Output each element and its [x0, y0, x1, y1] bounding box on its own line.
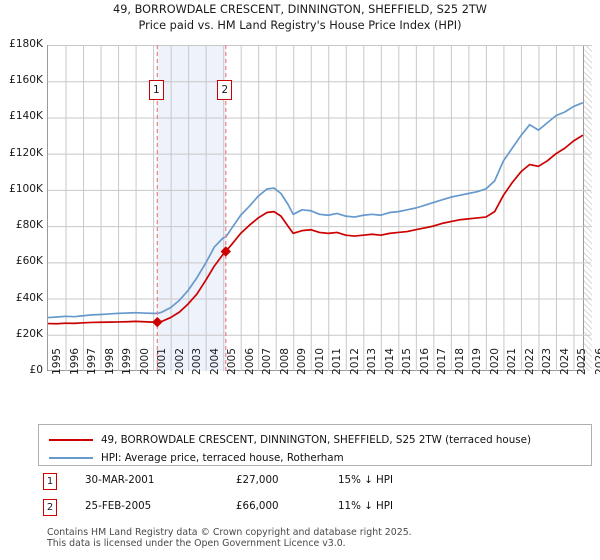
transactions-table: 1 30-MAR-2001 £27,000 15% ↓ HPI 2 25-FEB-2005… — [38, 472, 592, 524]
transaction-price: £27,000 — [236, 474, 279, 486]
transaction-index-badge: 2 — [43, 499, 57, 516]
transaction-index-badge: 1 — [43, 473, 57, 490]
footer-line-1: Contains HM Land Registry data © Crown c… — [47, 527, 412, 538]
chart-plot-area — [47, 45, 592, 371]
footer-line-2: This data is licensed under the Open Gov… — [47, 538, 346, 549]
legend-color-swatch — [49, 438, 93, 441]
y-axis-tick-label: £100K — [9, 182, 43, 195]
transaction-row: 1 30-MAR-2001 £27,000 15% ↓ HPI — [38, 472, 592, 498]
footer-attribution: Contains HM Land Registry data © Crown c… — [47, 527, 587, 549]
y-axis-tick-label: £60K — [15, 255, 43, 268]
y-axis-tick-label: £0 — [29, 364, 43, 376]
y-axis-tick-label: £120K — [9, 146, 43, 159]
chart-series — [48, 102, 584, 325]
title-line-2: Price paid vs. HM Land Registry's House … — [138, 19, 462, 32]
transaction-price: £66,000 — [236, 500, 279, 512]
y-axis-tick-label: £80K — [15, 219, 43, 232]
title-line-1: 49, BORROWDALE CRESCENT, DINNINGTON, SHE… — [113, 3, 487, 16]
y-axis-tick-label: £40K — [15, 291, 43, 304]
transaction-hpi-delta: 11% ↓ HPI — [338, 500, 394, 512]
y-axis-tick-label: £180K — [9, 38, 43, 50]
transaction-hpi-delta: 15% ↓ HPI — [338, 474, 394, 486]
legend-label: HPI: Average price, terraced house, Roth… — [101, 451, 344, 464]
future-period-hatch — [583, 45, 592, 371]
legend-item: HPI: Average price, terraced house, Roth… — [39, 447, 591, 468]
page-title: 49, BORROWDALE CRESCENT, DINNINGTON, SHE… — [0, 2, 600, 34]
legend-label: 49, BORROWDALE CRESCENT, DINNINGTON, SHE… — [101, 433, 531, 446]
legend-color-swatch — [49, 456, 93, 459]
transaction-date: 25-FEB-2005 — [85, 500, 152, 512]
transaction-row: 2 25-FEB-2005 £66,000 11% ↓ HPI — [38, 498, 592, 524]
transaction-date: 30-MAR-2001 — [85, 474, 155, 486]
chart-gridlines — [48, 45, 591, 371]
y-axis-tick-label: £160K — [9, 74, 43, 87]
marker-flag-2: 2 — [217, 80, 233, 101]
y-axis-tick-label: £140K — [9, 110, 43, 123]
ownership-highlight-band — [157, 45, 226, 371]
x-axis-tick-label: 2026 — [594, 348, 600, 375]
y-axis-tick-label: £20K — [15, 327, 43, 340]
chart-legend: 49, BORROWDALE CRESCENT, DINNINGTON, SHE… — [38, 424, 592, 466]
chart-markers-overlay — [152, 45, 231, 371]
marker-flag-1: 1 — [148, 80, 164, 101]
legend-item: 49, BORROWDALE CRESCENT, DINNINGTON, SHE… — [39, 429, 591, 450]
